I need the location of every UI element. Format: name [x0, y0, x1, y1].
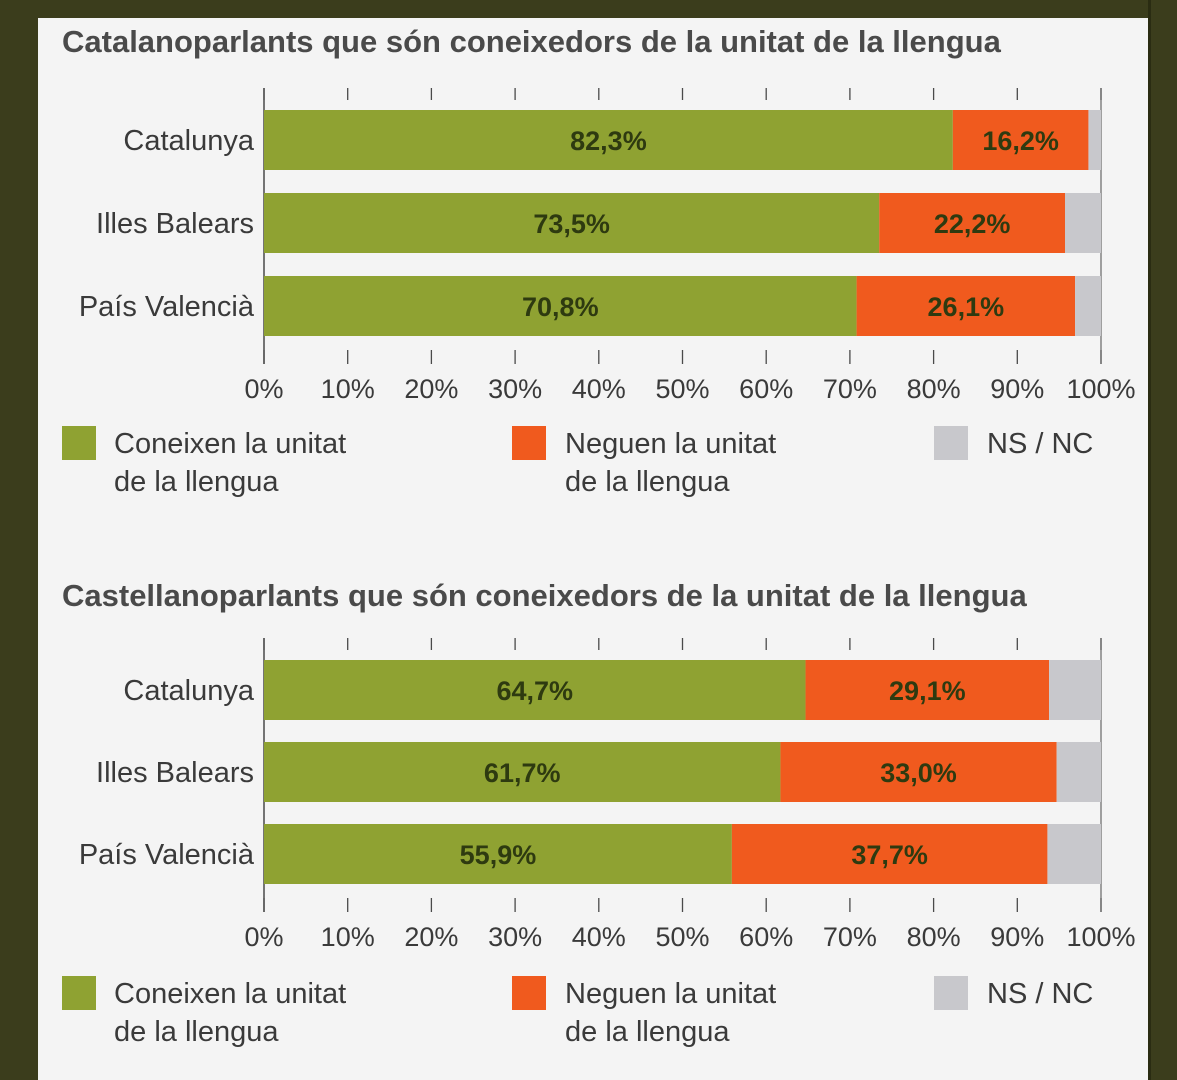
x-tick-label: 80% [907, 374, 961, 404]
category-label: Catalunya [123, 125, 254, 157]
legend-label-know: Coneixen la unitat [114, 428, 346, 460]
data-label-know: 70,8% [522, 292, 599, 322]
legend-swatch-deny [512, 426, 546, 460]
bar-segment-deny [805, 660, 1050, 720]
data-label-deny: 33,0% [880, 758, 957, 788]
x-tick-label: 70% [823, 374, 877, 404]
data-label-know: 61,7% [484, 758, 561, 788]
x-tick-label: 0% [244, 374, 283, 404]
bar-segment-nsnc [1049, 660, 1101, 720]
bar-segment-nsnc [1088, 110, 1101, 170]
frame-edge [1148, 0, 1151, 1080]
x-tick-label: 20% [404, 374, 458, 404]
x-tick-label: 40% [572, 374, 626, 404]
category-label: País Valencià [79, 839, 255, 871]
x-tick-label: 80% [907, 922, 961, 952]
category-label: Illes Balears [96, 208, 254, 240]
legend-label-know: de la llengua [114, 466, 279, 498]
legend-swatch-nsnc [934, 426, 968, 460]
x-tick-label: 50% [655, 374, 709, 404]
legend-label-know: de la llengua [114, 1016, 279, 1048]
legend-label-deny: de la llengua [565, 1016, 730, 1048]
chart-title: Castellanoparlants que són coneixedors d… [62, 578, 1027, 613]
bar-segment-nsnc [1056, 742, 1101, 802]
bar-segment-deny [879, 193, 1066, 253]
x-tick-label: 50% [655, 922, 709, 952]
bar-segment-know [264, 276, 857, 336]
bar-segment-deny [856, 276, 1076, 336]
bar-segment-know [264, 110, 953, 170]
bar-segment-deny [731, 824, 1048, 884]
legend-swatch-know [62, 976, 96, 1010]
legend-label-deny: de la llengua [565, 466, 730, 498]
bar-segment-know [264, 193, 880, 253]
x-tick-label: 100% [1066, 922, 1135, 952]
x-tick-label: 30% [488, 374, 542, 404]
legend-label-know: Coneixen la unitat [114, 978, 346, 1010]
legend-label-nsnc: NS / NC [987, 428, 1093, 460]
x-tick-label: 90% [990, 374, 1044, 404]
data-label-know: 82,3% [570, 126, 647, 156]
data-label-deny: 26,1% [928, 292, 1005, 322]
bar-segment-deny [780, 742, 1057, 802]
bar-segment-know [264, 660, 806, 720]
bar-segment-know [264, 742, 781, 802]
chart-title: Catalanoparlants que són coneixedors de … [62, 24, 1002, 59]
bar-segment-nsnc [1047, 824, 1101, 884]
x-tick-label: 70% [823, 922, 877, 952]
legend-label-nsnc: NS / NC [987, 978, 1093, 1010]
legend-swatch-nsnc [934, 976, 968, 1010]
x-tick-label: 10% [321, 374, 375, 404]
legend-label-deny: Neguen la unitat [565, 428, 776, 460]
category-label: Catalunya [123, 675, 254, 707]
data-label-deny: 22,2% [934, 209, 1011, 239]
x-tick-label: 60% [739, 922, 793, 952]
x-tick-label: 60% [739, 374, 793, 404]
legend-swatch-know [62, 426, 96, 460]
category-label: Illes Balears [96, 757, 254, 789]
x-tick-label: 90% [990, 922, 1044, 952]
data-label-know: 73,5% [533, 209, 610, 239]
legend-swatch-deny [512, 976, 546, 1010]
data-label-deny: 16,2% [982, 126, 1059, 156]
category-label: País Valencià [79, 291, 255, 323]
x-tick-label: 30% [488, 922, 542, 952]
data-label-deny: 29,1% [889, 676, 966, 706]
bar-segment-nsnc [1075, 276, 1101, 336]
data-label-deny: 37,7% [851, 840, 928, 870]
bar-segment-deny [952, 110, 1089, 170]
x-tick-label: 20% [404, 922, 458, 952]
x-tick-label: 100% [1066, 374, 1135, 404]
x-tick-label: 40% [572, 922, 626, 952]
x-tick-label: 10% [321, 922, 375, 952]
bar-segment-know [264, 824, 732, 884]
x-tick-label: 0% [244, 922, 283, 952]
data-label-know: 55,9% [460, 840, 537, 870]
legend-label-deny: Neguen la unitat [565, 978, 776, 1010]
data-label-know: 64,7% [496, 676, 573, 706]
bar-segment-nsnc [1065, 193, 1101, 253]
